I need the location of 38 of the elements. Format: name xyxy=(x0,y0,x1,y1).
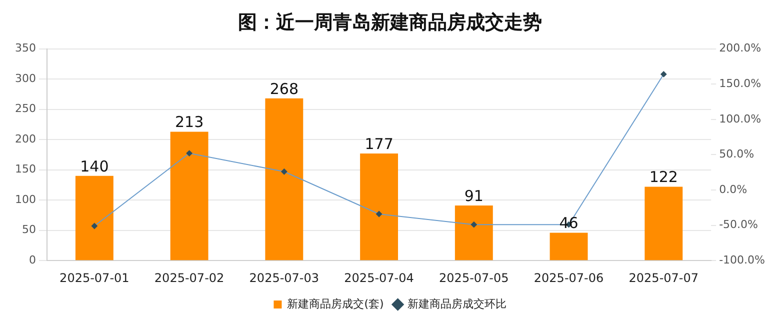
y-tick-label: 200 xyxy=(14,132,36,146)
y-tick-label: 50 xyxy=(22,223,36,236)
data-label: 122 xyxy=(649,168,678,186)
data-label: 213 xyxy=(174,113,204,132)
legend-label: 新建商品房成交环比 xyxy=(407,297,506,310)
bar xyxy=(75,176,114,260)
chart-title: 图：近一周青岛新建商品房成交走势 xyxy=(238,11,542,34)
y2-tick-label: 50.0% xyxy=(719,148,754,161)
y2-tick-label: 0.0% xyxy=(719,182,748,196)
x-tick-label: 2025-07-01 xyxy=(60,270,130,285)
y2-tick-label: 100.0% xyxy=(719,112,762,126)
bar xyxy=(550,232,588,260)
y-tick-label: 300 xyxy=(14,72,36,85)
y2-tick-label: 200.0% xyxy=(719,42,762,55)
y2-tick-label: 150.0% xyxy=(719,76,762,90)
legend-label: 新建商品房成交(套) xyxy=(287,297,384,310)
data-label: 268 xyxy=(270,80,298,98)
data-label: 177 xyxy=(364,134,394,153)
y-tick-label: 250 xyxy=(14,102,36,116)
x-tick-label: 2025-07-07 xyxy=(628,270,699,285)
bar xyxy=(644,186,683,260)
y-tick-label: 100 xyxy=(14,192,36,206)
y-tick-label: 150 xyxy=(14,162,36,176)
x-tick-label: 2025-07-05 xyxy=(439,270,509,285)
x-tick-label: 2025-07-03 xyxy=(249,270,320,285)
bar xyxy=(360,153,398,260)
bar xyxy=(265,98,304,260)
y2-tick-label: -100.0% xyxy=(719,253,766,266)
y-tick-label: 350 xyxy=(14,42,36,55)
x-tick-label: 2025-07-04 xyxy=(344,270,414,285)
bar xyxy=(170,132,208,260)
bar xyxy=(454,206,493,260)
x-tick-label: 2025-07-02 xyxy=(154,270,224,285)
y-tick-label: 0 xyxy=(28,253,36,266)
y2-tick-label: -50.0% xyxy=(719,218,758,232)
data-label: 91 xyxy=(464,186,484,205)
x-tick-label: 2025-07-06 xyxy=(534,270,604,285)
data-label: 140 xyxy=(80,157,109,176)
